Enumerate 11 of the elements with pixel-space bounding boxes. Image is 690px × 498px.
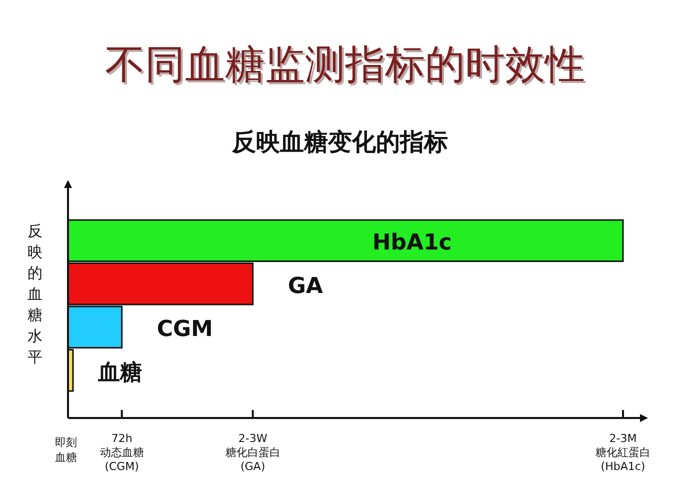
chart-subtitle: 反映血糖变化的指标: [231, 128, 448, 156]
text: 72h 动态血糖 (CGM): [100, 432, 144, 473]
y-axis-title: 反映的血糖水平: [28, 222, 42, 366]
y-tick-label: HbA1c: [372, 230, 452, 256]
text: 2-3M 糖化紅蛋白 (HbA1c): [596, 432, 650, 473]
text: 2-3W 糖化白蛋白 (GA): [225, 432, 280, 473]
y-tick-label: 血糖: [96, 360, 142, 386]
y-tick-label: GA: [288, 274, 323, 299]
y-tick-label: CGM: [156, 317, 213, 342]
chart-title: 不同血糖监测指标的时效性: [107, 44, 587, 90]
text: 即刻血糖: [54, 436, 77, 464]
